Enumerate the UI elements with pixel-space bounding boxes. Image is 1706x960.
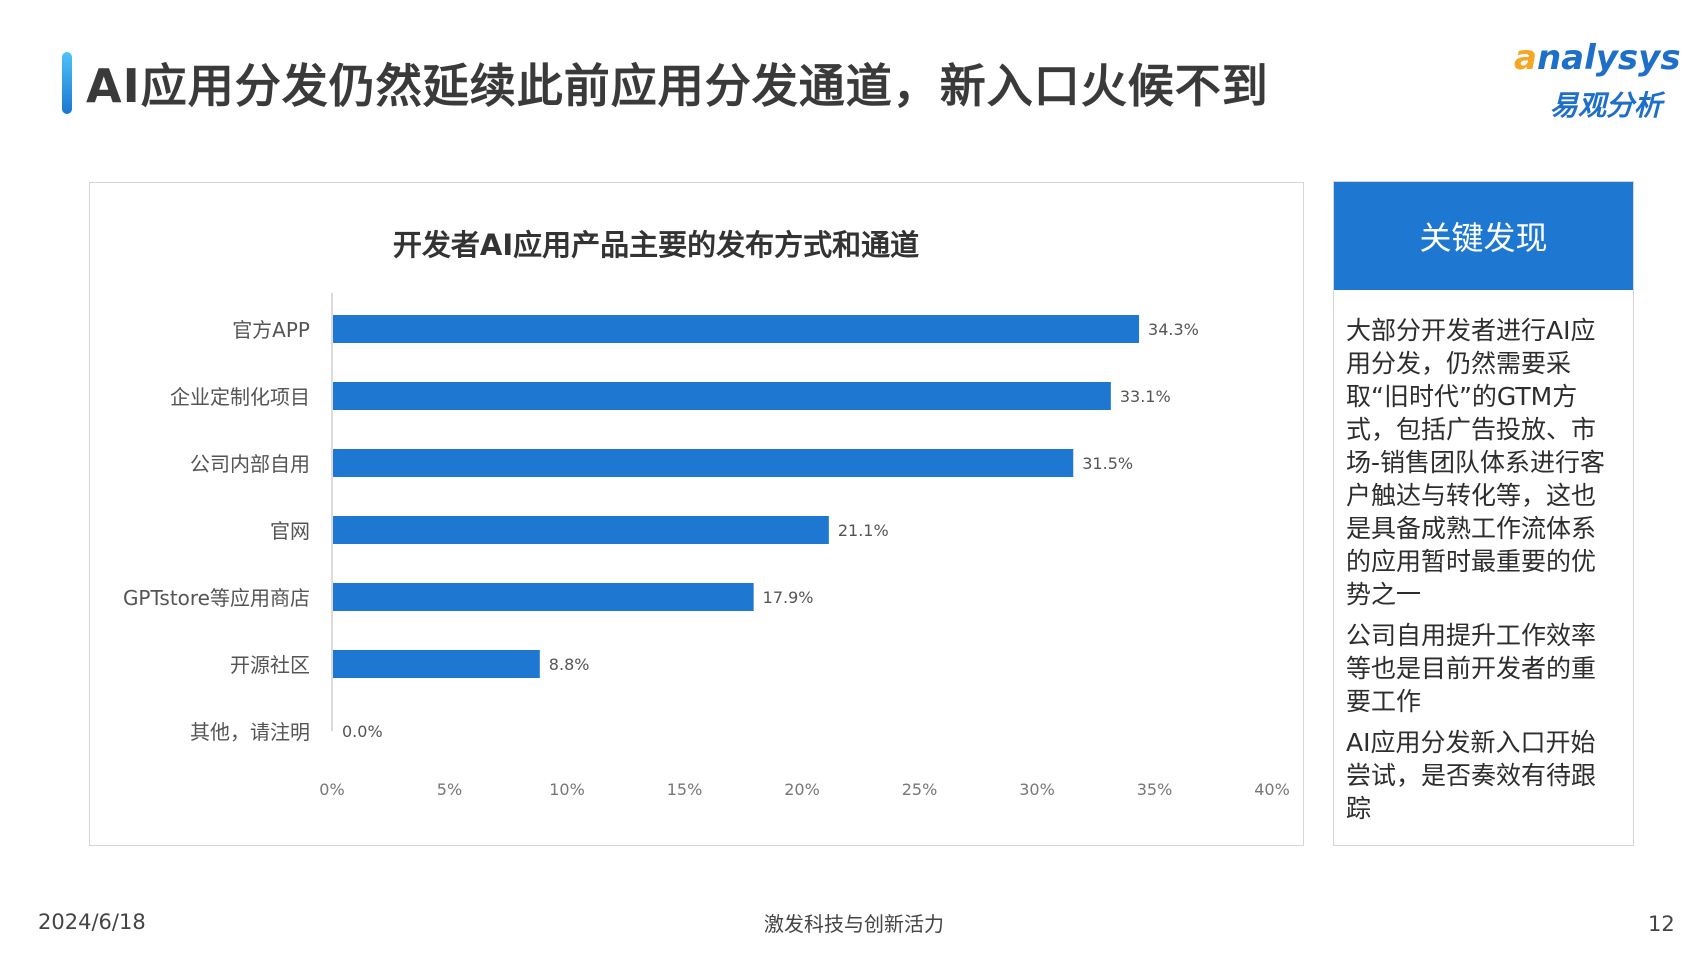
footer-date: 2024/6/18 xyxy=(38,910,146,934)
category-label: 官网 xyxy=(270,519,310,543)
bar xyxy=(333,516,829,544)
logo-english-rest: nalysys xyxy=(1536,38,1681,78)
x-tick-label: 20% xyxy=(784,780,820,799)
finding-item: 公司自用提升工作效率等也是目前开发者的重要工作 xyxy=(1346,621,1597,716)
chart-title: 开发者AI应用产品主要的发布方式和通道 xyxy=(393,228,919,262)
value-label: 21.1% xyxy=(838,521,889,540)
bar xyxy=(333,315,1140,343)
x-tick-label: 15% xyxy=(667,780,703,799)
analysys-logo: analysys 易观分析 xyxy=(1514,38,1694,128)
x-tick-label: 25% xyxy=(902,780,938,799)
bar xyxy=(333,449,1074,477)
key-findings-header: 关键发现 xyxy=(1334,182,1633,290)
category-label: 公司内部自用 xyxy=(190,452,310,476)
logo-english-first-letter: a xyxy=(1514,38,1537,78)
x-tick-label: 40% xyxy=(1254,780,1290,799)
value-label: 33.1% xyxy=(1120,387,1171,406)
footer-slogan: 激发科技与创新活力 xyxy=(764,912,944,936)
bar xyxy=(333,650,540,678)
logo-english: analysys xyxy=(1514,38,1681,78)
value-label: 34.3% xyxy=(1148,320,1199,339)
value-label: 0.0% xyxy=(342,722,383,741)
category-label: GPTstore等应用商店 xyxy=(123,586,310,610)
category-label: 企业定制化项目 xyxy=(170,385,310,409)
x-tick-label: 35% xyxy=(1137,780,1173,799)
category-label: 其他，请注明 xyxy=(190,720,310,744)
title-accent-bar xyxy=(62,52,72,114)
bar xyxy=(333,583,754,611)
bar xyxy=(333,382,1111,410)
category-label: 开源社区 xyxy=(230,653,310,677)
category-label: 官方APP xyxy=(232,318,310,342)
value-label: 17.9% xyxy=(763,588,814,607)
page-number: 12 xyxy=(1648,912,1675,936)
page-title: AI应用分发仍然延续此前应用分发通道，新入口火候不到 xyxy=(86,59,1269,113)
key-findings-list: 大部分开发者进行AI应用分发，仍然需要采取“旧时代”的GTM方式，包括广告投放、… xyxy=(1334,290,1633,825)
bar-chart: 开发者AI应用产品主要的发布方式和通道 官方APP 34.3% 企业定制化项目 33.… xyxy=(123,228,1290,799)
x-tick-label: 10% xyxy=(549,780,585,799)
x-tick-label: 30% xyxy=(1019,780,1055,799)
value-label: 8.8% xyxy=(549,655,590,674)
finding-item: 大部分开发者进行AI应用分发，仍然需要采取“旧时代”的GTM方式，包括广告投放、… xyxy=(1346,316,1606,609)
chart-panel: 开发者AI应用产品主要的发布方式和通道 官方APP 34.3% 企业定制化项目 33.… xyxy=(89,182,1304,846)
x-tick-label: 5% xyxy=(437,780,462,799)
finding-item: AI应用分发新入口开始尝试，是否奏效有待跟踪 xyxy=(1346,728,1597,823)
logo-chinese: 易观分析 xyxy=(1550,89,1663,122)
value-label: 31.5% xyxy=(1082,454,1133,473)
key-findings-panel: 关键发现 大部分开发者进行AI应用分发，仍然需要采取“旧时代”的GTM方式，包括… xyxy=(1333,181,1634,846)
x-tick-label: 0% xyxy=(319,780,344,799)
